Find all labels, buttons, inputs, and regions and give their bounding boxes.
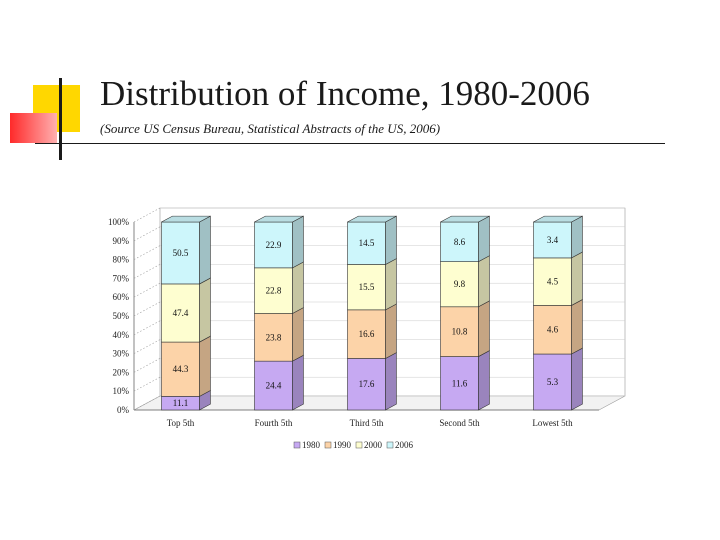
bar-side xyxy=(385,352,397,411)
gridline-side xyxy=(133,226,161,242)
bar-top xyxy=(161,215,211,223)
gridline-side xyxy=(133,207,161,223)
y-tick-label: 70% xyxy=(113,273,130,283)
bar-side xyxy=(292,354,304,411)
gridline-side xyxy=(133,282,161,298)
data-label: 50.5 xyxy=(173,248,189,258)
bar-side xyxy=(385,303,397,359)
y-tick-label: 0% xyxy=(117,405,130,415)
y-tick-label: 20% xyxy=(113,367,130,377)
bar-side xyxy=(478,255,490,308)
data-label: 17.6 xyxy=(359,379,375,389)
data-label: 3.4 xyxy=(547,235,559,245)
bar-side xyxy=(571,347,583,411)
gridline-side xyxy=(133,358,161,373)
x-category-label: Fourth 5th xyxy=(255,418,293,428)
bar-top xyxy=(254,215,304,223)
y-tick-label: 90% xyxy=(113,236,130,246)
bar-side xyxy=(478,300,490,358)
bar-segment xyxy=(347,309,386,359)
bar-segment xyxy=(440,306,479,357)
bar-top xyxy=(533,215,583,223)
accent-horizontal-line xyxy=(35,143,665,144)
x-category-label: Lowest 5th xyxy=(532,418,573,428)
legend-swatch xyxy=(386,441,394,449)
bar-side xyxy=(292,215,304,269)
data-label: 22.8 xyxy=(266,286,282,296)
x-category-label: Second 5th xyxy=(439,418,480,428)
y-tick-label: 50% xyxy=(113,311,130,321)
gridline-side xyxy=(133,320,161,336)
slide-title: Distribution of Income, 1980-2006 xyxy=(100,74,590,113)
legend-swatch xyxy=(324,441,332,449)
data-label: 47.4 xyxy=(173,308,189,318)
data-label: 10.8 xyxy=(452,327,468,337)
bar-segment xyxy=(533,305,572,355)
data-label: 15.5 xyxy=(359,282,375,292)
data-label: 22.9 xyxy=(266,240,282,250)
bar-segment xyxy=(254,360,293,411)
data-label: 44.3 xyxy=(173,364,189,374)
bar-segment xyxy=(533,257,572,306)
data-label: 14.5 xyxy=(359,238,375,248)
legend-swatch xyxy=(355,441,363,449)
bar-segment xyxy=(347,221,386,265)
y-tick-label: 100% xyxy=(108,217,130,227)
bar-segment xyxy=(533,353,572,411)
data-label: 11.1 xyxy=(173,398,188,408)
data-label: 5.3 xyxy=(547,377,559,387)
bar-side xyxy=(292,261,304,314)
data-label: 9.8 xyxy=(454,279,466,289)
gridline-side xyxy=(133,339,161,354)
data-label: 4.5 xyxy=(547,277,559,287)
accent-vertical-line xyxy=(59,78,62,160)
y-tick-label: 10% xyxy=(113,386,130,396)
bar-top xyxy=(347,215,397,223)
data-label: 24.4 xyxy=(266,381,282,391)
gridline-side xyxy=(133,376,161,392)
bar-segment xyxy=(533,221,572,259)
y-tick-label: 80% xyxy=(113,255,130,265)
x-category-label: Top 5th xyxy=(167,418,195,428)
legend-label: 1990 xyxy=(333,440,352,450)
bar-side xyxy=(292,307,304,362)
bar-side xyxy=(199,335,211,397)
data-label: 11.6 xyxy=(452,378,468,388)
data-label: 4.6 xyxy=(547,325,559,335)
gridline-side xyxy=(133,395,161,411)
bar-top xyxy=(440,215,490,223)
slide-subtitle: (Source US Census Bureau, Statistical Ab… xyxy=(100,121,441,136)
bar-side xyxy=(385,215,397,265)
bar-segment xyxy=(161,221,200,285)
x-category-label: Third 5th xyxy=(350,418,384,428)
bar-side xyxy=(199,277,211,343)
data-label: 16.6 xyxy=(359,329,375,339)
gridline-side xyxy=(133,245,161,260)
y-tick-label: 30% xyxy=(113,349,130,359)
gridline-side xyxy=(133,264,161,279)
bar-segment xyxy=(254,221,293,269)
y-tick-label: 40% xyxy=(113,330,130,340)
legend-label: 2000 xyxy=(364,440,383,450)
bar-segment xyxy=(161,283,200,343)
legend-swatch xyxy=(293,441,301,449)
accent-red-square xyxy=(10,113,57,143)
gridline-side xyxy=(133,301,161,317)
bar-side xyxy=(385,258,397,311)
legend-label: 1980 xyxy=(302,440,321,450)
bar-side xyxy=(571,299,583,355)
bar-side xyxy=(199,215,211,285)
legend-label: 2006 xyxy=(395,440,414,450)
y-tick-label: 60% xyxy=(113,292,130,302)
bar-side xyxy=(571,215,583,259)
bar-segment xyxy=(161,341,200,397)
data-label: 8.6 xyxy=(454,237,466,247)
bar-segment xyxy=(347,358,386,411)
bar-side xyxy=(478,350,490,411)
bar-side xyxy=(571,251,583,306)
bar-side xyxy=(478,215,490,263)
data-label: 23.8 xyxy=(266,332,282,342)
